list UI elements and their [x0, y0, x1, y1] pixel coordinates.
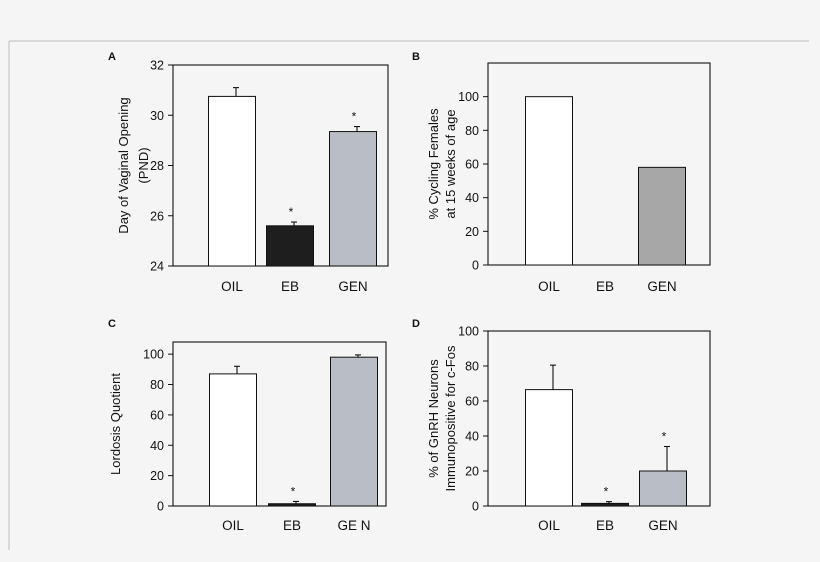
panels: A 24 26 28 30 32 OIL * EB * GEN Day of Vaginal Open… [108, 51, 711, 533]
y-tick-label: 60 [465, 395, 479, 409]
category-label: EB [281, 279, 299, 294]
y-axis-label: Immunopositive for c-Fos [443, 345, 458, 491]
significance-marker: * [289, 205, 294, 219]
y-tick-label: 24 [150, 260, 164, 274]
y-tick-label: 0 [472, 500, 479, 514]
category-label: GEN [338, 279, 367, 294]
y-axis-label: % Cycling Females [426, 108, 441, 220]
panel-label: C [108, 318, 116, 330]
bar-oil [525, 389, 573, 507]
y-tick-label: 40 [465, 191, 479, 205]
y-tick-label: 26 [150, 209, 164, 223]
y-tick-label: 60 [465, 158, 479, 172]
y-tick-label: 60 [150, 408, 164, 422]
bar-gen [638, 166, 686, 266]
panel-c: C 0 20 40 60 80 100 OIL * EB GE N Lordosis Quotient [108, 318, 387, 533]
significance-marker: * [291, 484, 296, 498]
bar-gen [329, 131, 377, 267]
category-label: OIL [222, 518, 244, 533]
y-axis-label: % of GnRH Neurons [426, 359, 441, 478]
category-label: OIL [538, 279, 560, 294]
bar-oil [209, 373, 257, 507]
panel-label: B [412, 51, 420, 63]
y-tick-label: 100 [143, 348, 164, 362]
y-tick-label: 32 [150, 59, 164, 73]
y-tick-label: 0 [472, 259, 479, 273]
bar-oil [208, 95, 256, 267]
bar-oil [525, 96, 573, 266]
panel-label: D [412, 318, 420, 330]
bar-eb [581, 502, 629, 507]
y-axis-label: (PND) [136, 147, 151, 183]
category-label: GEN [648, 518, 677, 533]
y-tick-label: 0 [157, 500, 164, 514]
y-tick-label: 20 [150, 469, 164, 483]
significance-marker: * [662, 430, 667, 444]
y-tick-label: 80 [150, 378, 164, 392]
bar-gen [330, 356, 378, 507]
category-label: EB [596, 518, 614, 533]
y-tick-label: 20 [465, 465, 479, 479]
category-label: EB [596, 279, 614, 294]
y-tick-label: 80 [465, 124, 479, 138]
y-tick-label: 80 [465, 360, 479, 374]
y-axis-label: Day of Vaginal Opening [116, 97, 131, 233]
category-label: EB [283, 518, 301, 533]
panel-d: D 0 20 40 60 80 100 OIL * EB * GEN % of GnRH Neurons… [412, 318, 711, 533]
bar-gen [639, 470, 687, 507]
y-tick-label: 40 [465, 430, 479, 444]
y-tick-label: 28 [150, 159, 164, 173]
y-tick-label: 40 [150, 439, 164, 453]
category-label: GEN [647, 279, 676, 294]
panel-a: A 24 26 28 30 32 OIL * EB * GEN Day of Vaginal Open… [108, 51, 389, 294]
panel-label: A [108, 51, 116, 63]
significance-marker: * [604, 485, 609, 499]
bar-eb [266, 225, 314, 267]
bar-eb [268, 503, 316, 507]
category-label: GE N [337, 518, 370, 533]
significance-marker: * [352, 110, 357, 124]
y-axis-label: at 15 weeks of age [443, 109, 458, 218]
y-axis-label: Lordosis Quotient [108, 373, 123, 475]
category-label: OIL [538, 518, 560, 533]
y-tick-label: 20 [465, 225, 479, 239]
y-tick-label: 30 [150, 109, 164, 123]
y-tick-label: 100 [458, 325, 479, 339]
y-tick-label: 100 [458, 90, 479, 104]
category-label: OIL [221, 279, 243, 294]
panel-b: B 0 20 40 60 80 100 OIL EB GEN % Cycling Females at… [412, 51, 711, 294]
